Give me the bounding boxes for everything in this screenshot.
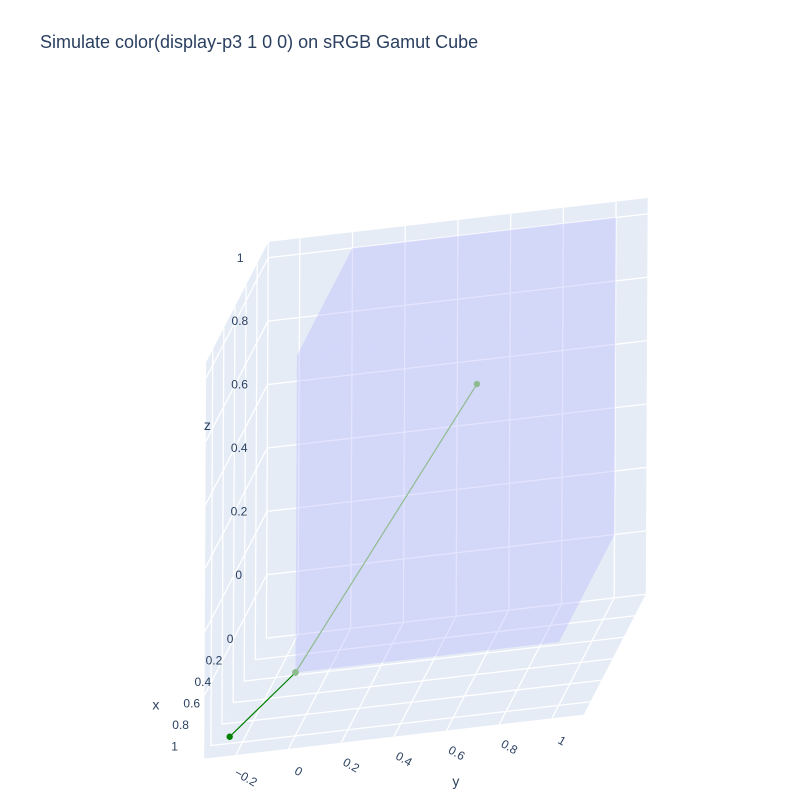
y-tick-label: 1 bbox=[556, 733, 569, 749]
y-grid-line bbox=[613, 201, 617, 598]
y-tick-label: −0.2 bbox=[232, 765, 260, 789]
x-tick-label: 1 bbox=[171, 740, 178, 754]
x-grid-line bbox=[210, 349, 214, 746]
x-tick-label: 0.2 bbox=[206, 654, 223, 668]
y-tick-label: 0 bbox=[292, 764, 305, 780]
z-axis-title: z bbox=[204, 417, 211, 433]
z-grid-line bbox=[267, 339, 648, 386]
z-tick-label: 0.8 bbox=[232, 314, 249, 328]
y-grid-line bbox=[508, 213, 512, 611]
z-grid-line bbox=[204, 384, 269, 506]
cube-face bbox=[559, 217, 616, 642]
y-grid-line bbox=[455, 219, 459, 617]
z-grid-line bbox=[205, 320, 269, 442]
y-tick-label: 0.4 bbox=[393, 749, 415, 770]
x-grid-line bbox=[232, 306, 236, 703]
data-point bbox=[292, 669, 299, 676]
x-tick-label: 0.6 bbox=[183, 697, 200, 711]
z-grid-line bbox=[267, 403, 647, 449]
x-grid-line bbox=[243, 284, 247, 682]
axis-titles: x y z bbox=[152, 417, 459, 789]
cube-face bbox=[297, 217, 616, 356]
chart-title: Simulate color(display-p3 1 0 0) on sRGB… bbox=[40, 32, 479, 52]
y-tick-label: 0.6 bbox=[446, 743, 468, 764]
y-grid-line bbox=[297, 238, 301, 635]
z-tick-label: 0.6 bbox=[231, 378, 248, 392]
x-tick-label: 0 bbox=[227, 632, 234, 646]
y-axis-title: y bbox=[452, 773, 459, 789]
y-grid-line bbox=[446, 609, 510, 731]
y-grid-line bbox=[551, 597, 615, 719]
z-grid-line bbox=[204, 511, 268, 633]
tick-labels: 0 0.2 0.4 0.6 0.8 1 −0.2 0 0.2 0.4 0.6 0.8 1 0 0.2 0.4 0… bbox=[171, 251, 569, 790]
y-grid-line bbox=[287, 628, 352, 750]
gridlines bbox=[203, 201, 648, 756]
series-line bbox=[294, 383, 478, 673]
x-tick-label: 0.8 bbox=[172, 718, 189, 732]
cube-face bbox=[295, 325, 561, 673]
series-line bbox=[229, 672, 296, 738]
data-point bbox=[226, 733, 233, 740]
cube-face bbox=[295, 248, 353, 673]
y-grid-line bbox=[560, 207, 565, 605]
z-grid-line bbox=[268, 213, 648, 259]
data-series bbox=[226, 380, 481, 740]
y-grid-line bbox=[402, 226, 406, 623]
y-tick-label: 0.2 bbox=[341, 755, 363, 776]
y-grid-line bbox=[235, 634, 299, 756]
z-grid-line bbox=[205, 257, 269, 379]
y-grid-line bbox=[340, 622, 404, 743]
z-tick-label: 1 bbox=[237, 251, 244, 265]
gamut-cube bbox=[295, 217, 616, 673]
z-tick-label: 0.2 bbox=[231, 504, 248, 518]
y-grid-line bbox=[393, 615, 457, 737]
x-grid-line bbox=[265, 241, 269, 639]
data-point bbox=[473, 380, 481, 388]
cube-face bbox=[295, 534, 615, 673]
z-tick-label: 0.4 bbox=[231, 441, 248, 455]
y-grid-line bbox=[498, 603, 563, 725]
x-tick-label: 0.4 bbox=[194, 675, 211, 689]
z-tick-label: 0 bbox=[235, 568, 242, 582]
x-grid-line bbox=[254, 263, 258, 660]
z-grid-line bbox=[203, 574, 268, 696]
side-wall bbox=[204, 241, 269, 759]
z-grid-line bbox=[204, 447, 268, 569]
x-axis-title: x bbox=[152, 696, 159, 712]
y-tick-label: 0.8 bbox=[499, 737, 521, 758]
z-grid-line bbox=[266, 530, 647, 576]
y-grid-line bbox=[350, 232, 354, 629]
z-grid-line bbox=[267, 276, 648, 322]
x-grid-line bbox=[221, 327, 225, 725]
z-grid-line bbox=[266, 466, 647, 513]
